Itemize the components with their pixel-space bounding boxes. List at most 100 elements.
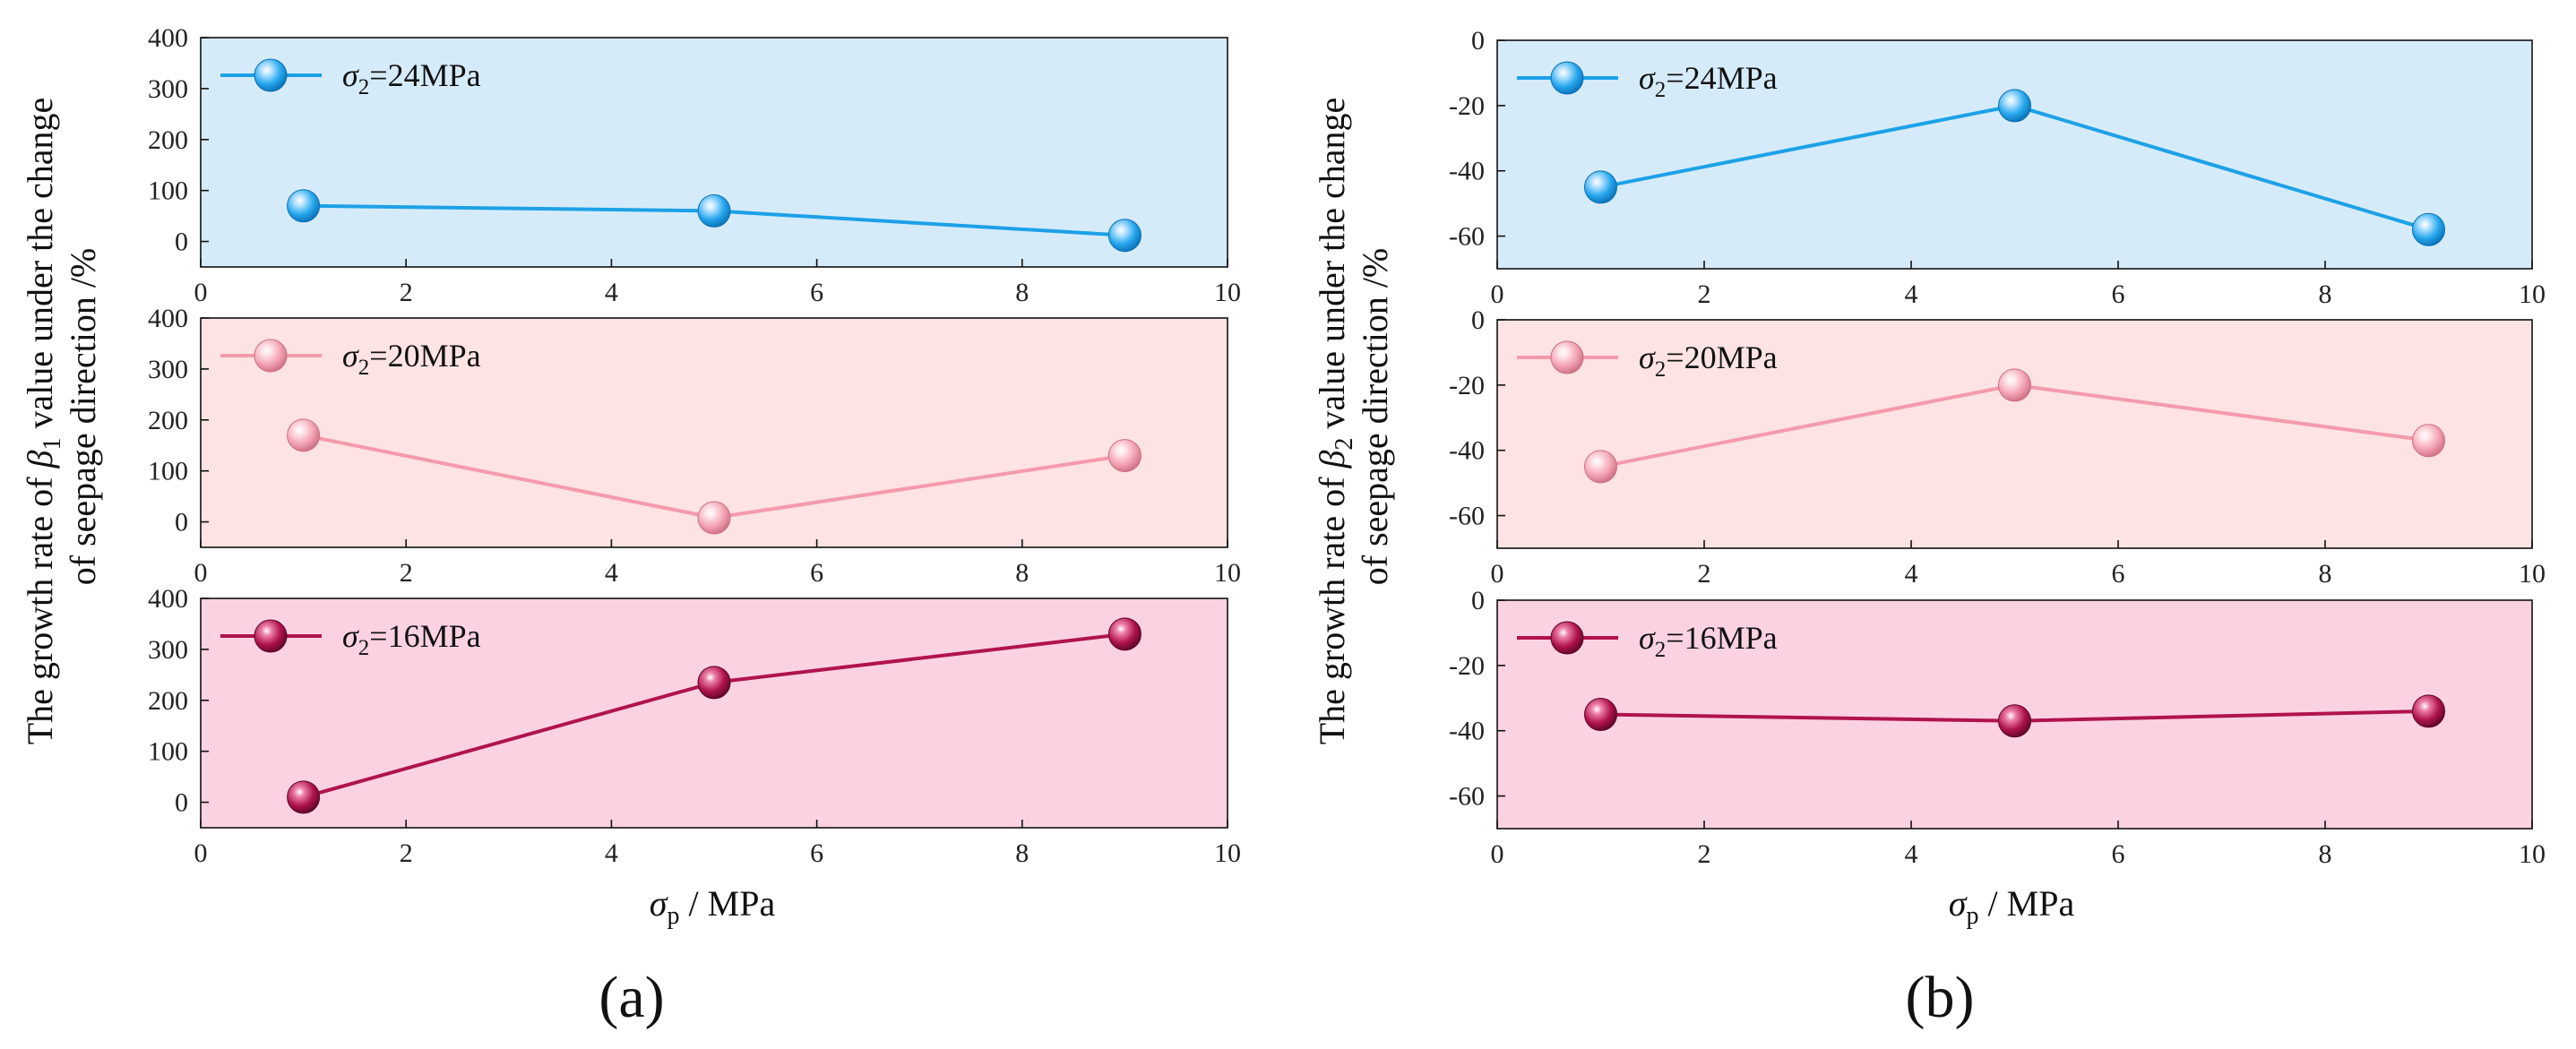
y-tick-label: 0 — [1471, 305, 1485, 335]
x-tick-label: 10 — [2519, 839, 2546, 869]
y-tick-label: 0 — [175, 508, 188, 537]
x-tick-label: 4 — [1905, 559, 1918, 589]
plot-area — [200, 598, 1228, 829]
y-tick-label: -20 — [1449, 651, 1485, 681]
y-tick-label: -20 — [1449, 371, 1485, 400]
x-tick-label: 0 — [194, 558, 208, 588]
x-tick-label: 4 — [1905, 839, 1918, 869]
data-point — [1107, 219, 1142, 253]
y-tick-label: 0 — [1471, 586, 1485, 615]
y-tick-label: 0 — [1471, 26, 1485, 56]
data-point — [2412, 424, 2445, 458]
plot-b-top: 0 2 4 6 8 10 -60 -40 -20 0 σ2=24MPa — [1449, 26, 2546, 309]
y-tick-label: 100 — [148, 457, 188, 486]
plot-area — [1496, 39, 2533, 270]
data-point — [697, 193, 731, 228]
x-tick-label: 0 — [1491, 279, 1504, 309]
x-tick-label: 4 — [605, 838, 618, 868]
x-tick-label: 8 — [1015, 558, 1029, 588]
x-tick-label: 4 — [605, 558, 618, 588]
x-tick-label: 6 — [810, 558, 823, 588]
x-tick-label: 8 — [1015, 838, 1029, 868]
y-tick-label: -60 — [1449, 502, 1485, 531]
x-tick-label: 8 — [2319, 559, 2332, 589]
data-point — [287, 189, 321, 223]
x-tick-label: 0 — [194, 278, 208, 307]
y-tick-label: 200 — [148, 406, 188, 435]
y-tick-label: 300 — [148, 355, 188, 384]
x-tick-label: 0 — [1491, 839, 1504, 869]
y-tick-label: 0 — [175, 788, 188, 818]
x-tick-label: 2 — [1698, 839, 1711, 869]
x-tick-label: 10 — [1214, 558, 1241, 588]
y-axis-title-b: The growth rate of β2 value under the ch… — [1312, 89, 1395, 745]
legend-label: σ2=20MPa — [342, 338, 481, 380]
data-point — [697, 666, 731, 700]
data-point — [697, 501, 731, 535]
legend-label: σ2=24MPa — [1639, 60, 1778, 102]
y-tick-label: 400 — [148, 584, 188, 614]
legend-marker — [254, 339, 288, 373]
legend-marker — [1550, 621, 1584, 655]
plot-area — [1496, 319, 2533, 549]
y-tick-label: 400 — [148, 304, 188, 333]
x-tick-label: 2 — [1698, 279, 1711, 309]
x-tick-label: 2 — [400, 278, 413, 307]
x-tick-label: 2 — [400, 838, 413, 868]
data-point — [287, 780, 321, 814]
plot-b-mid: 0 2 4 6 8 10 -60 -40 -20 0 σ2=20MPa — [1449, 305, 2546, 589]
x-tick-label: 4 — [605, 278, 618, 307]
y-axis-title-b-line2: of seepage direction /% — [1355, 248, 1395, 586]
data-point — [1998, 368, 2031, 402]
y-tick-label: -20 — [1449, 91, 1485, 121]
data-point — [1107, 617, 1142, 651]
data-point — [1998, 89, 2031, 123]
legend-marker — [254, 619, 288, 653]
legend-label: σ2=16MPa — [342, 618, 481, 660]
y-tick-label: -40 — [1449, 436, 1485, 466]
x-tick-label: 2 — [400, 558, 413, 588]
y-tick-label: -40 — [1449, 717, 1485, 746]
data-point — [2412, 694, 2445, 728]
legend-marker — [1550, 61, 1584, 95]
data-point — [2412, 212, 2445, 246]
x-tick-label: 8 — [2319, 279, 2332, 309]
y-tick-label: 300 — [148, 74, 188, 104]
data-point — [1998, 704, 2031, 738]
data-point — [287, 418, 321, 452]
x-axis-title-a: σp / MPa — [650, 883, 776, 930]
x-tick-label: 6 — [2112, 559, 2125, 589]
y-tick-label: 200 — [148, 125, 188, 155]
y-tick-label: 400 — [148, 23, 188, 53]
y-axis-title-b-line1: The growth rate of β2 value under the ch… — [1312, 98, 1358, 745]
x-tick-label: 8 — [2319, 839, 2332, 869]
x-tick-label: 0 — [1491, 559, 1504, 589]
legend-label: σ2=20MPa — [1639, 340, 1778, 382]
x-tick-label: 10 — [1214, 838, 1241, 868]
legend-marker — [1550, 340, 1584, 374]
plot-area — [200, 37, 1228, 268]
plot-b-bot: 0 2 4 6 8 10 -60 -40 -20 0 σ2=16MPa — [1449, 586, 2546, 869]
data-point — [1584, 450, 1617, 484]
x-tick-label: 6 — [810, 278, 823, 307]
x-axis-title-b: σp / MPa — [1949, 883, 2075, 930]
y-tick-label: -40 — [1449, 157, 1485, 186]
panel-label-b: (b) — [1906, 965, 1975, 1030]
y-axis-title-a: The growth rate of β1 value under the ch… — [20, 89, 103, 745]
x-tick-label: 10 — [1214, 278, 1241, 307]
y-tick-label: 100 — [148, 176, 188, 206]
y-tick-label: -60 — [1449, 782, 1485, 812]
y-tick-label: 200 — [148, 686, 188, 716]
y-tick-label: 100 — [148, 737, 188, 767]
x-tick-label: 6 — [2112, 839, 2125, 869]
x-tick-label: 0 — [194, 838, 208, 868]
y-tick-label: 0 — [175, 228, 188, 257]
data-point — [1584, 170, 1617, 204]
legend-marker — [254, 58, 288, 92]
y-axis-title-a-line2: of seepage direction /% — [63, 248, 103, 586]
panel-label-a: (a) — [599, 965, 664, 1030]
